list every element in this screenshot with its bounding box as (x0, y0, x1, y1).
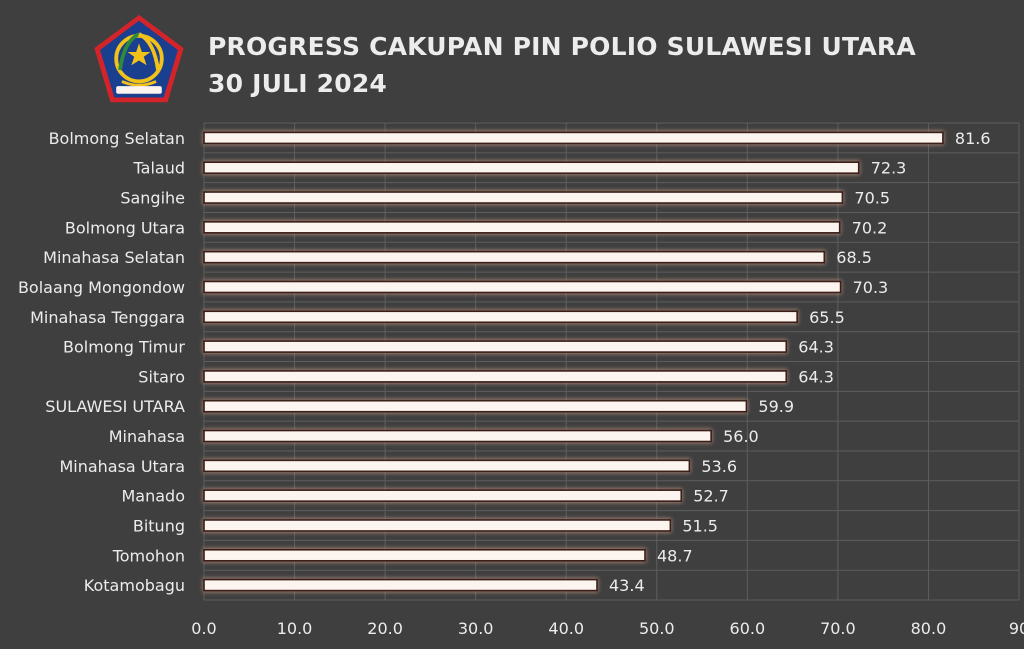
data-label: 52.7 (693, 487, 729, 506)
bar (203, 370, 788, 383)
bar (203, 340, 788, 353)
x-tick-label: 30.0 (458, 619, 494, 638)
data-label: 43.4 (609, 576, 645, 595)
category-label: Minahasa (109, 427, 185, 446)
data-label: 51.5 (682, 516, 718, 535)
data-label: 56.0 (723, 427, 759, 446)
bar (203, 161, 860, 175)
category-label: Minahasa Utara (59, 457, 185, 476)
bar (203, 459, 691, 473)
data-label: 53.6 (701, 457, 737, 476)
category-label: Minahasa Selatan (43, 248, 185, 267)
data-label: 68.5 (836, 248, 872, 267)
x-tick-label: 0.0 (191, 619, 216, 638)
bar (203, 280, 842, 294)
bar (203, 250, 826, 264)
category-label: Bolmong Timur (63, 338, 185, 357)
bar (203, 310, 798, 324)
data-label: 65.5 (809, 308, 845, 327)
bar (203, 548, 646, 562)
bar (203, 429, 712, 443)
data-label: 70.3 (853, 278, 889, 297)
category-label: Bolmong Utara (65, 218, 185, 237)
x-tick-label: 40.0 (548, 619, 584, 638)
data-label: 64.3 (798, 338, 834, 357)
chart-title-line-2: 30 JULI 2024 (208, 69, 388, 98)
category-label: Manado (122, 487, 186, 506)
bar (203, 519, 672, 532)
bar (203, 131, 944, 145)
provincial-emblem-icon (94, 14, 184, 103)
chart-title-line-1: PROGRESS CAKUPAN PIN POLIO SULAWESI UTAR… (208, 32, 916, 61)
category-label: Kotamobagu (84, 576, 185, 595)
x-tick-label: 10.0 (277, 619, 313, 638)
category-label: SULAWESI UTARA (45, 397, 185, 416)
data-label: 59.9 (758, 397, 794, 416)
category-label: Tomohon (112, 546, 185, 565)
data-label: 64.3 (798, 367, 834, 386)
x-tick-label: 70.0 (820, 619, 856, 638)
category-label: Bolaang Mongondow (18, 278, 185, 297)
data-label: 72.3 (871, 159, 907, 178)
x-tick-label: 80.0 (911, 619, 947, 638)
category-label: Sitaro (138, 367, 185, 386)
bar (203, 221, 841, 234)
data-label: 70.5 (854, 189, 890, 208)
data-label: 81.6 (955, 129, 991, 148)
bar (203, 191, 844, 204)
data-label: 70.2 (852, 218, 888, 237)
x-tick-label: 60.0 (730, 619, 766, 638)
category-label: Bolmong Selatan (49, 129, 185, 148)
bar (203, 578, 598, 592)
category-label: Bitung (133, 516, 185, 535)
x-tick-label: 20.0 (367, 619, 403, 638)
chart-title: PROGRESS CAKUPAN PIN POLIO SULAWESI UTAR… (208, 28, 916, 102)
x-tick-label: 50.0 (639, 619, 675, 638)
bar (203, 399, 748, 413)
category-label: Talaud (133, 159, 185, 178)
category-label: Sangihe (120, 189, 185, 208)
category-label: Minahasa Tenggara (30, 308, 185, 327)
bar (203, 489, 683, 502)
x-tick-label: 90 (1009, 619, 1024, 638)
data-label: 48.7 (657, 546, 693, 565)
